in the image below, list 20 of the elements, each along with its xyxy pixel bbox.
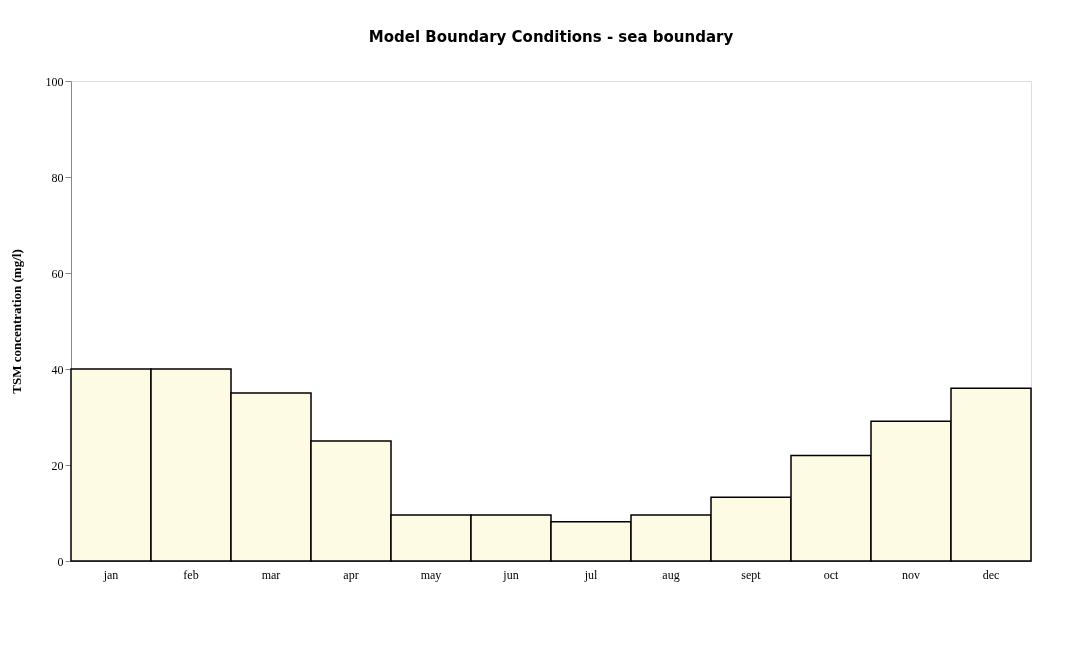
x-tick-label: jul [583,567,598,582]
x-tick-label: nov [902,567,920,582]
y-tick-label: 100 [45,74,64,89]
x-tick-label: mar [261,567,281,582]
x-tick-label: dec [982,567,1000,582]
x-tick-label: feb [183,567,199,582]
y-tick-label: 0 [57,554,64,569]
x-tick-label: oct [823,567,839,582]
x-tick-label: may [420,567,442,582]
y-tick-label: 60 [51,266,64,281]
x-tick-label: jun [502,567,519,582]
x-tick-label: jan [102,567,119,582]
y-tick-label: 40 [51,362,64,377]
chart-title: Model Boundary Conditions - sea boundary [368,28,734,46]
y-axis-title: TSM concentration (mg/l) [8,249,24,394]
x-tick-label: aug [662,567,680,582]
y-tick-label: 20 [51,458,64,473]
y-tick-label: 80 [51,170,64,185]
x-tick-label: apr [343,567,359,582]
x-tick-label: sept [741,567,762,582]
